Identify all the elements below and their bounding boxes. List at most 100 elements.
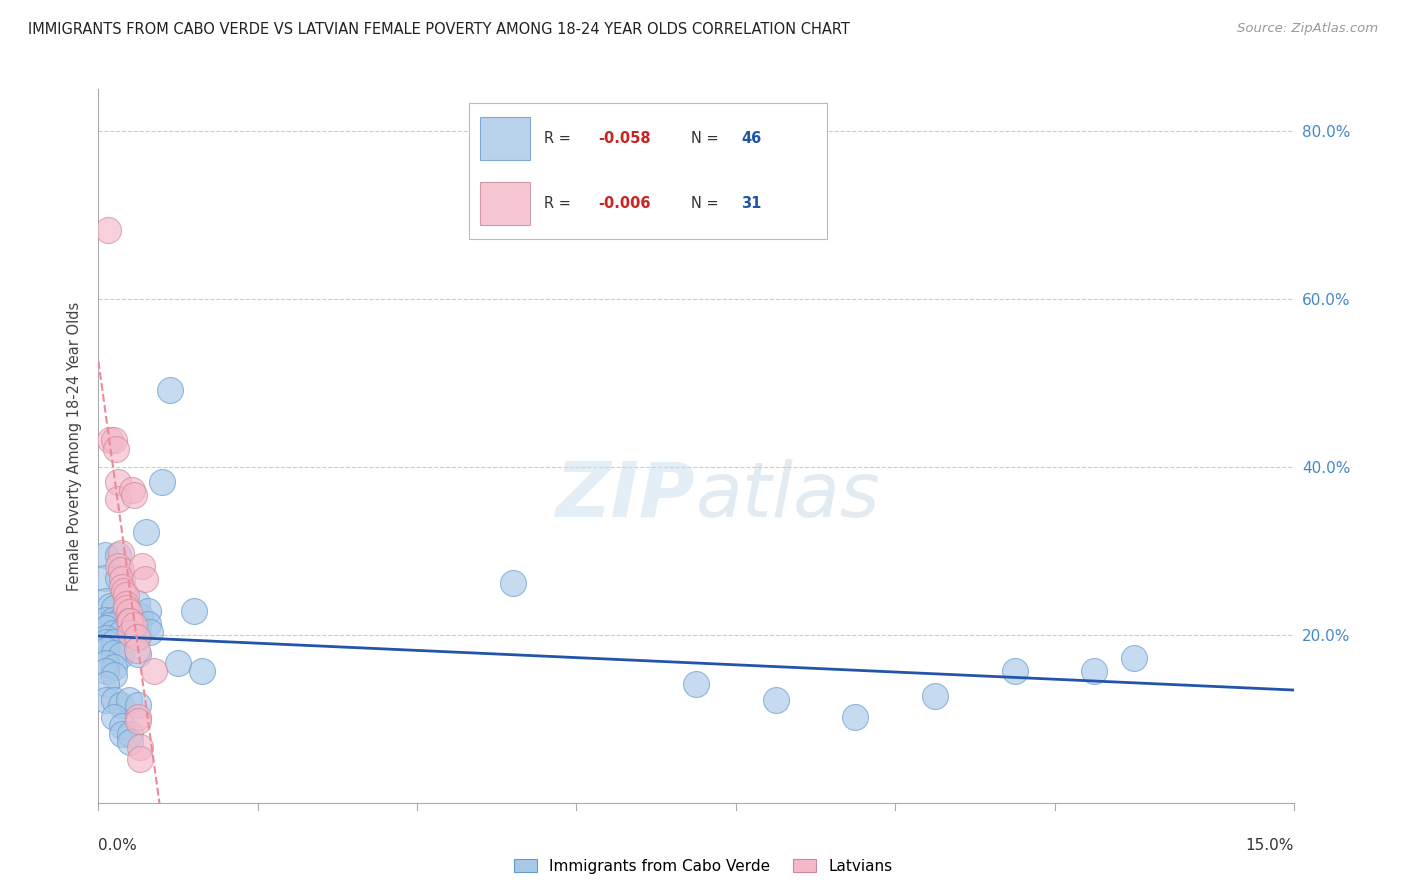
Point <box>103 601 125 615</box>
Point <box>128 739 150 754</box>
Point <box>685 676 707 690</box>
Point <box>97 223 120 237</box>
Text: 0.0%: 0.0% <box>98 838 138 853</box>
Point <box>128 609 150 624</box>
Point <box>103 668 125 682</box>
Point <box>136 617 159 632</box>
Point <box>135 525 157 540</box>
Text: IMMIGRANTS FROM CABO VERDE VS LATVIAN FEMALE POVERTY AMONG 18-24 YEAR OLDS CORRE: IMMIGRANTS FROM CABO VERDE VS LATVIAN FE… <box>28 22 851 37</box>
Text: 31: 31 <box>741 196 762 211</box>
Text: ZIP: ZIP <box>557 459 696 533</box>
Point <box>128 752 150 766</box>
Point <box>94 571 117 585</box>
Text: 15.0%: 15.0% <box>1246 838 1294 853</box>
Point <box>118 605 141 619</box>
Point <box>125 631 148 645</box>
Point <box>127 714 149 729</box>
Point <box>127 710 149 724</box>
Point <box>143 664 166 678</box>
Point <box>94 613 117 627</box>
Point <box>111 580 134 594</box>
Point <box>150 475 173 489</box>
Point <box>111 718 134 732</box>
Point <box>127 617 149 632</box>
Point <box>94 548 117 562</box>
Point <box>110 648 132 662</box>
Point <box>1004 664 1026 678</box>
Point <box>111 572 134 586</box>
Y-axis label: Female Poverty Among 18-24 Year Olds: Female Poverty Among 18-24 Year Olds <box>67 301 83 591</box>
Point <box>125 596 148 610</box>
Point <box>124 617 146 632</box>
Point <box>100 617 122 632</box>
Point <box>110 626 132 640</box>
Text: N =: N = <box>692 131 718 146</box>
FancyBboxPatch shape <box>479 182 530 226</box>
Point <box>110 698 132 712</box>
Point <box>124 488 146 502</box>
Point <box>120 614 142 628</box>
Point <box>96 656 118 670</box>
Point <box>924 689 946 703</box>
Point <box>115 601 138 615</box>
Point <box>110 546 132 560</box>
Point <box>96 635 118 649</box>
Point <box>107 475 129 489</box>
Point <box>101 626 124 640</box>
Text: R =: R = <box>544 131 571 146</box>
Point <box>103 660 125 674</box>
Point <box>1083 664 1105 678</box>
Point <box>183 604 205 618</box>
Point <box>844 710 866 724</box>
Point <box>112 584 135 599</box>
Legend: Immigrants from Cabo Verde, Latvians: Immigrants from Cabo Verde, Latvians <box>508 853 898 880</box>
Point <box>103 635 125 649</box>
Point <box>120 735 142 749</box>
Text: R =: R = <box>544 196 571 211</box>
Point <box>134 572 156 586</box>
Text: atlas: atlas <box>696 459 880 533</box>
FancyBboxPatch shape <box>479 117 530 161</box>
Point <box>127 647 149 661</box>
Point <box>115 589 138 603</box>
Point <box>96 621 118 635</box>
Point <box>103 710 125 724</box>
Point <box>120 626 142 640</box>
Point <box>100 599 122 613</box>
Point <box>127 698 149 712</box>
Point <box>107 571 129 585</box>
Point <box>96 594 118 608</box>
Point <box>159 383 181 397</box>
Point <box>121 483 143 498</box>
Point <box>110 563 132 577</box>
Point <box>131 559 153 574</box>
Point <box>107 491 129 506</box>
Point <box>118 693 141 707</box>
Point <box>125 643 148 657</box>
Text: -0.006: -0.006 <box>598 196 651 211</box>
Point <box>765 693 787 707</box>
Point <box>136 604 159 618</box>
Point <box>101 613 124 627</box>
Point <box>96 693 118 707</box>
Point <box>1123 651 1146 665</box>
Point <box>115 597 138 611</box>
Point <box>110 613 132 627</box>
Point <box>120 727 142 741</box>
Point <box>104 442 127 456</box>
Point <box>107 548 129 562</box>
Text: -0.058: -0.058 <box>598 131 651 146</box>
Point <box>139 625 162 640</box>
Point <box>111 727 134 741</box>
Point <box>191 664 214 678</box>
Point <box>103 646 125 660</box>
Point <box>502 575 524 590</box>
Point <box>96 632 118 646</box>
Text: N =: N = <box>692 196 718 211</box>
Point <box>118 614 141 628</box>
Point <box>167 656 190 670</box>
Point <box>96 664 118 678</box>
Point <box>103 693 125 707</box>
Point <box>107 559 129 574</box>
Text: 46: 46 <box>741 131 762 146</box>
